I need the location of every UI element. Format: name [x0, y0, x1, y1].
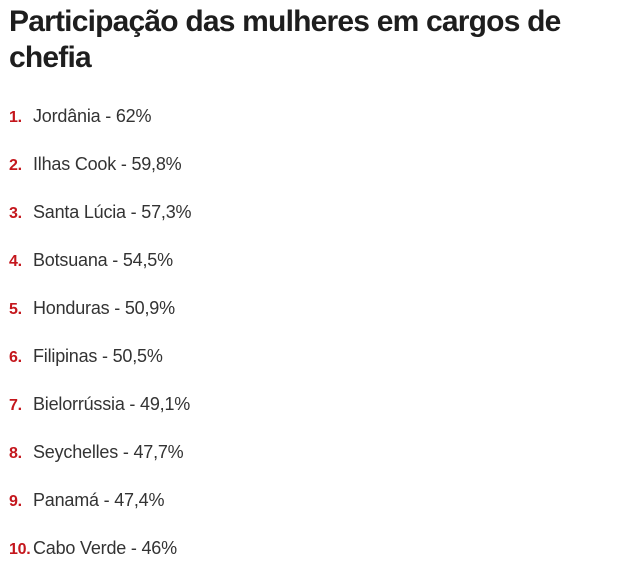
ranking-list: 1. Jordânia - 62% 2. Ilhas Cook - 59,8% … [0, 101, 643, 581]
page-title: Participação das mulheres em cargos de c… [9, 5, 561, 74]
rank-text: Seychelles - 47,7% [33, 442, 184, 462]
rank-number: 1. [9, 109, 22, 126]
list-item: 9. Panamá - 47,4% [0, 485, 643, 533]
rank-number: 6. [9, 349, 22, 366]
rank-text: Ilhas Cook - 59,8% [33, 154, 182, 174]
rank-number: 7. [9, 397, 22, 414]
list-item: 8. Seychelles - 47,7% [0, 437, 643, 485]
list-item: 10. Cabo Verde - 46% [0, 533, 643, 581]
rank-text: Bielorrússia - 49,1% [33, 394, 191, 414]
list-item: 6. Filipinas - 50,5% [0, 341, 643, 389]
rank-text: Botsuana - 54,5% [33, 250, 173, 270]
rank-number: 10. [9, 541, 31, 558]
rank-number: 2. [9, 157, 22, 174]
list-item: 1. Jordânia - 62% [0, 101, 643, 149]
rank-text: Cabo Verde - 46% [33, 538, 177, 558]
rank-text: Jordânia - 62% [33, 106, 152, 126]
rank-number: 5. [9, 301, 22, 318]
list-item: 4. Botsuana - 54,5% [0, 245, 643, 293]
rank-number: 3. [9, 205, 22, 222]
list-item: 3. Santa Lúcia - 57,3% [0, 197, 643, 245]
rank-text: Filipinas - 50,5% [33, 346, 163, 366]
rank-number: 4. [9, 253, 22, 270]
rank-text: Santa Lúcia - 57,3% [33, 202, 192, 222]
list-item: 5. Honduras - 50,9% [0, 293, 643, 341]
rank-text: Honduras - 50,9% [33, 298, 175, 318]
rank-number: 8. [9, 445, 22, 462]
list-item: 7. Bielorrússia - 49,1% [0, 389, 643, 437]
rank-number: 9. [9, 493, 22, 510]
rank-text: Panamá - 47,4% [33, 490, 165, 510]
list-item: 2. Ilhas Cook - 59,8% [0, 149, 643, 197]
